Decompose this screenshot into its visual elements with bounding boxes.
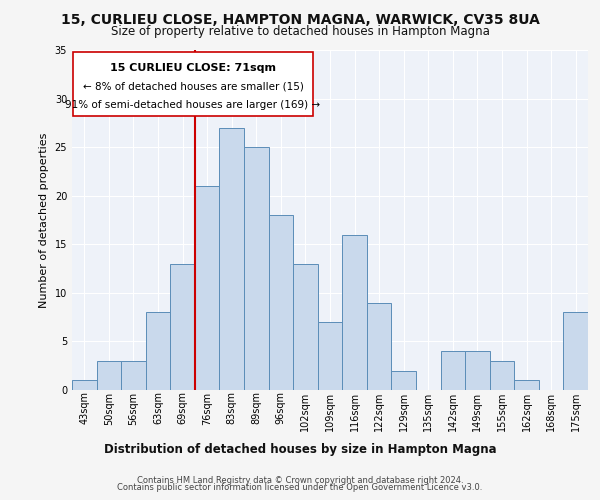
Text: Contains HM Land Registry data © Crown copyright and database right 2024.: Contains HM Land Registry data © Crown c… <box>137 476 463 485</box>
Bar <box>342 234 367 390</box>
Bar <box>514 380 539 390</box>
Bar <box>220 128 244 390</box>
Text: 15, CURLIEU CLOSE, HAMPTON MAGNA, WARWICK, CV35 8UA: 15, CURLIEU CLOSE, HAMPTON MAGNA, WARWIC… <box>61 12 539 26</box>
Bar <box>97 361 121 390</box>
Bar <box>244 147 269 390</box>
Bar <box>293 264 318 390</box>
Bar <box>269 215 293 390</box>
Bar <box>367 302 391 390</box>
Bar <box>391 370 416 390</box>
Bar <box>146 312 170 390</box>
Text: ← 8% of detached houses are smaller (15): ← 8% of detached houses are smaller (15) <box>83 81 304 91</box>
Bar <box>563 312 588 390</box>
Text: Contains public sector information licensed under the Open Government Licence v3: Contains public sector information licen… <box>118 484 482 492</box>
Bar <box>440 351 465 390</box>
Bar <box>170 264 195 390</box>
Text: 91% of semi-detached houses are larger (169) →: 91% of semi-detached houses are larger (… <box>65 100 320 110</box>
Text: Size of property relative to detached houses in Hampton Magna: Size of property relative to detached ho… <box>110 25 490 38</box>
Bar <box>72 380 97 390</box>
FancyBboxPatch shape <box>73 52 313 116</box>
Bar <box>318 322 342 390</box>
Bar <box>490 361 514 390</box>
Bar <box>195 186 220 390</box>
Text: Distribution of detached houses by size in Hampton Magna: Distribution of detached houses by size … <box>104 442 496 456</box>
Text: 15 CURLIEU CLOSE: 71sqm: 15 CURLIEU CLOSE: 71sqm <box>110 62 276 72</box>
Bar <box>465 351 490 390</box>
Bar <box>121 361 146 390</box>
Y-axis label: Number of detached properties: Number of detached properties <box>39 132 49 308</box>
